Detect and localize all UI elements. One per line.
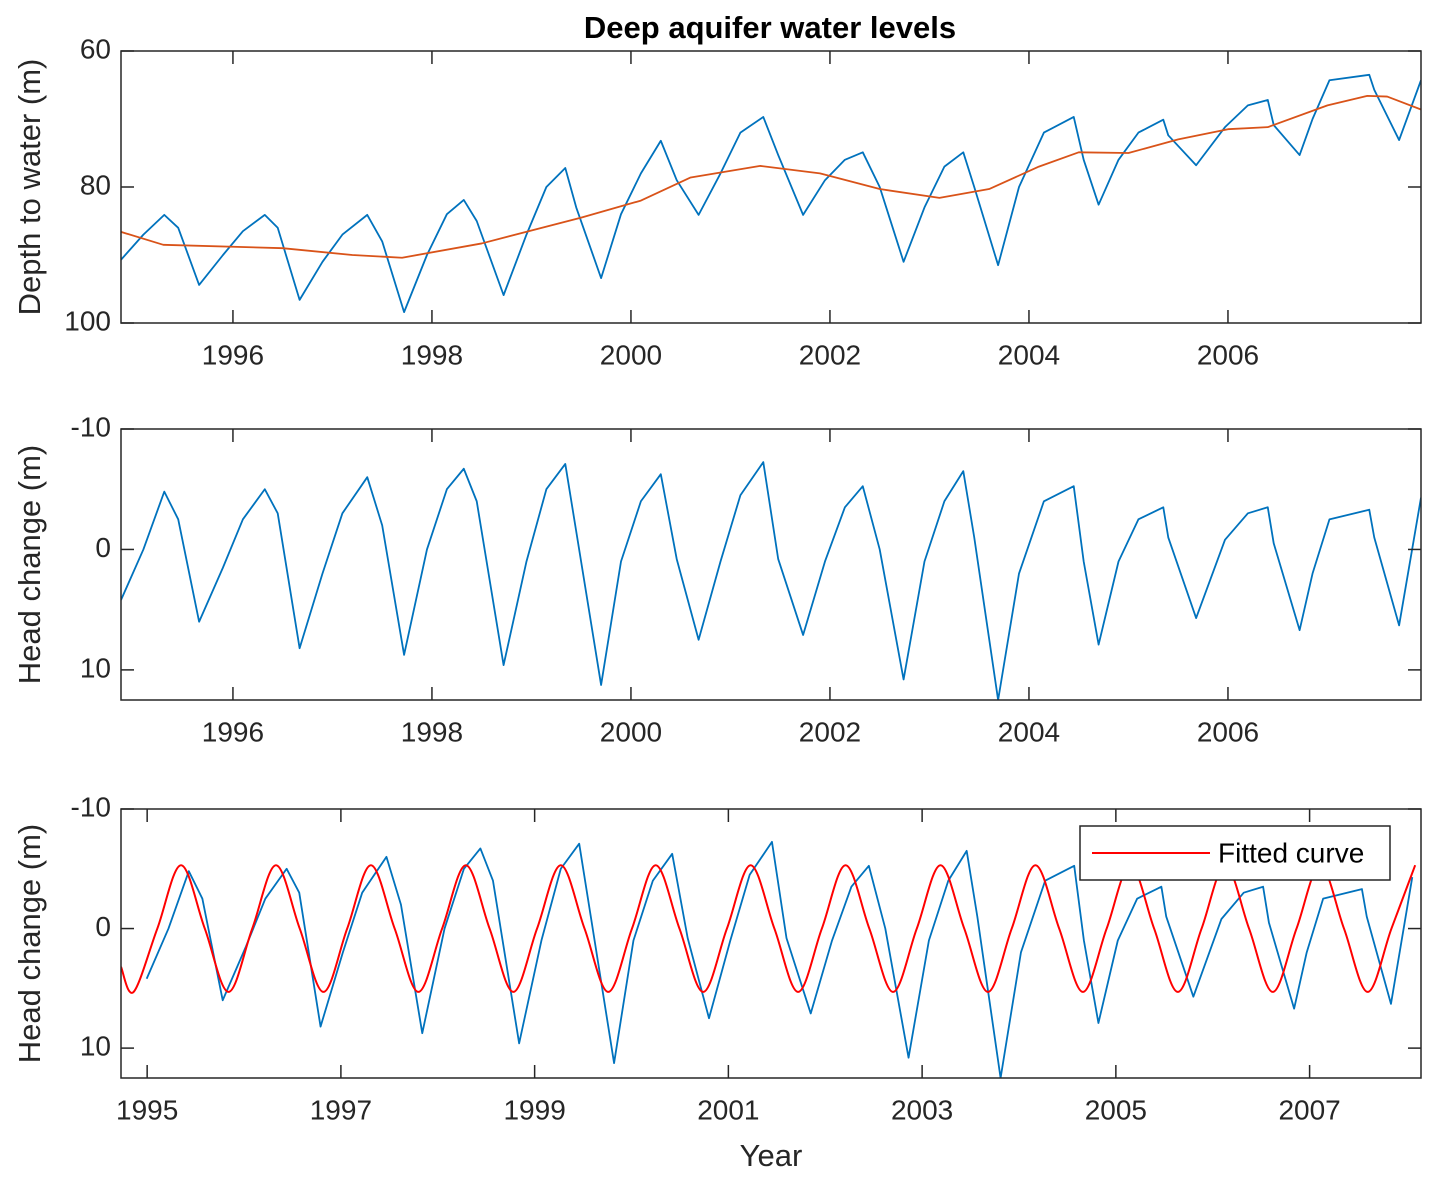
y-tick-label: 10 [80, 652, 111, 683]
data-line [121, 864, 1417, 994]
plot-area [121, 840, 1417, 1078]
plot-area [121, 461, 1421, 700]
x-tick-label: 2007 [1278, 1094, 1340, 1125]
x-tick-label: 1999 [503, 1094, 565, 1125]
y-axis-label: Head change (m) [12, 824, 47, 1064]
data-line [121, 461, 1421, 700]
y-tick-label: 10 [80, 1031, 111, 1062]
x-tick-label: 1995 [116, 1094, 178, 1125]
x-tick-label: 2002 [799, 339, 861, 370]
x-axis-label: Year [740, 1138, 803, 1173]
x-tick-label: 2001 [697, 1094, 759, 1125]
axes-box [120, 808, 1422, 1079]
x-tick-label: 2003 [891, 1094, 953, 1125]
y-axis-label: Head change (m) [12, 445, 47, 685]
x-tick-label: 2004 [998, 339, 1060, 370]
y-tick-label: 0 [95, 911, 111, 942]
y-tick-label: 60 [80, 33, 111, 64]
y-tick-label: -10 [71, 791, 111, 822]
legend-label: Fitted curve [1218, 837, 1364, 868]
data-line [121, 94, 1421, 259]
y-tick-label: -10 [71, 411, 111, 442]
data-line [145, 840, 1414, 1078]
y-tick-label: 100 [64, 305, 111, 336]
y-tick-label: 0 [95, 532, 111, 563]
x-tick-label: 1996 [202, 339, 264, 370]
y-axis-label: Depth to water (m) [12, 59, 47, 316]
x-tick-label: 1997 [310, 1094, 372, 1125]
x-tick-label: 2006 [1197, 339, 1259, 370]
x-tick-label: 2002 [799, 716, 861, 747]
x-tick-label: 1996 [202, 716, 264, 747]
plot-area [121, 73, 1421, 314]
x-tick-label: 2005 [1085, 1094, 1147, 1125]
chart-title: Deep aquifer water levels [584, 10, 956, 45]
x-tick-label: 1998 [401, 716, 463, 747]
x-tick-label: 1998 [401, 339, 463, 370]
y-tick-label: 80 [80, 169, 111, 200]
x-tick-label: 2004 [998, 716, 1060, 747]
data-line [121, 73, 1421, 314]
x-tick-label: 2006 [1197, 716, 1259, 747]
axes-box [120, 428, 1422, 701]
x-tick-label: 2000 [600, 716, 662, 747]
x-tick-label: 2000 [600, 339, 662, 370]
